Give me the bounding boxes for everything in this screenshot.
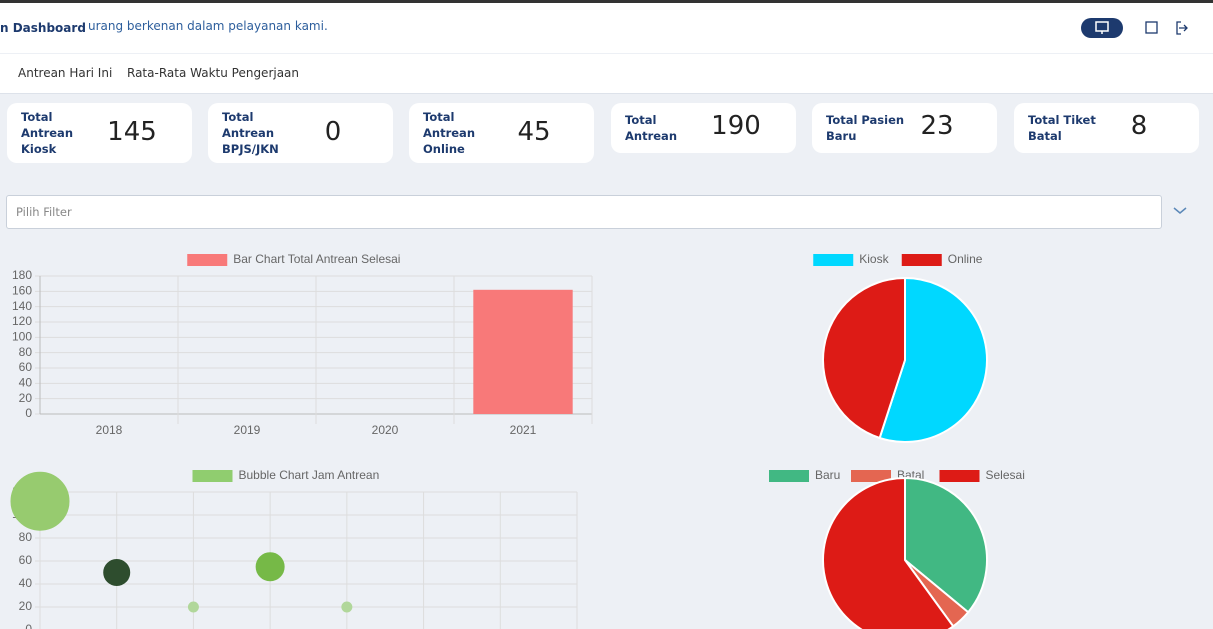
legend-swatch [901, 254, 942, 266]
stat-label: Total Antrean [625, 113, 678, 143]
y-tick-label: 0 [25, 622, 32, 629]
filter-select[interactable]: Pilih Filter [6, 195, 1162, 229]
stat-label: Total Antrean Kiosk [21, 110, 74, 156]
bubble [10, 471, 70, 531]
stat-card: Total Antrean 190 [611, 103, 796, 153]
stat-value: 45 [517, 117, 551, 147]
legend-label: Online [948, 252, 983, 266]
y-tick-label: 140 [12, 299, 32, 313]
filter-placeholder: Pilih Filter [16, 205, 72, 219]
stat-label: Total Antrean BPJS/JKN [222, 110, 279, 156]
legend-label: Selesai [986, 468, 1025, 482]
app-title: n Dashboard [0, 21, 86, 35]
stat-card: Total Antrean Online 45 [409, 103, 594, 163]
pie-slice [904, 476, 988, 614]
legend-swatch [851, 470, 891, 482]
stat-label: Total Antrean Online [423, 110, 476, 156]
x-tick-label: 2019 [234, 423, 261, 437]
y-tick-label: 100 [12, 330, 32, 344]
x-tick-label: 2018 [96, 423, 123, 437]
pie-slice [822, 276, 906, 440]
legend-swatch [187, 254, 228, 266]
dropdown-arrow[interactable] [1172, 205, 1188, 217]
legend-label: Kiosk [859, 252, 889, 266]
tab[interactable]: Antrean Hari Ini [18, 66, 113, 80]
y-tick-label: 60 [19, 360, 33, 374]
bar [473, 289, 573, 414]
pie-slice [822, 476, 955, 629]
y-tick-label: 40 [19, 376, 33, 390]
stat-label: Total Tiket Batal [1028, 113, 1096, 143]
legend-swatch [813, 254, 854, 266]
tab-bar: Antrean Hari Ini Rata-Rata Waktu Pengerj… [0, 54, 1213, 94]
y-tick-label: 40 [19, 576, 33, 590]
top-bar: n Dashboard urang berkenan dalam pelayan… [0, 0, 1213, 53]
stat-card: Total Antrean Kiosk 145 [7, 103, 192, 163]
bubble [255, 552, 285, 582]
legend-swatch [939, 470, 980, 482]
y-tick-label: 160 [12, 284, 32, 298]
y-tick-label: 60 [19, 553, 33, 567]
top-icons[interactable] [1080, 17, 1200, 41]
stat-card: Total Tiket Batal 8 [1014, 103, 1199, 153]
legend-swatch [769, 470, 809, 482]
y-tick-label: 0 [25, 406, 32, 420]
y-tick-label: 80 [19, 345, 33, 359]
stat-card: Total Pasien Baru 23 [812, 103, 997, 153]
x-tick-label: 2021 [510, 423, 537, 437]
y-tick-label: 120 [12, 314, 32, 328]
y-tick-label: 20 [19, 599, 33, 613]
stat-label: Total Pasien Baru [826, 113, 905, 143]
stat-card: Total Antrean BPJS/JKN 0 [208, 103, 393, 163]
marquee: urang berkenan dalam pelayanan kami. [88, 19, 328, 33]
tab[interactable]: Rata-Rata Waktu Pengerjaan [127, 66, 300, 80]
bubble [341, 601, 353, 613]
x-tick-label: 2020 [372, 423, 399, 437]
bubble [187, 601, 199, 613]
bubble [103, 559, 131, 586]
stat-value: 23 [920, 111, 954, 141]
legend-label: Bubble Chart Jam Antrean [239, 468, 380, 482]
stat-value: 8 [1130, 111, 1148, 141]
pie-slice [878, 276, 988, 443]
legend-swatch [192, 470, 233, 482]
y-tick-label: 20 [19, 391, 33, 405]
legend-label: Baru [815, 468, 840, 482]
legend-label: Bar Chart Total Antrean Selesai [233, 252, 400, 266]
y-tick-label: 180 [12, 268, 32, 282]
stat-value: 145 [107, 117, 157, 147]
stat-value: 0 [324, 117, 342, 147]
stat-value: 190 [711, 111, 761, 141]
y-tick-label: 80 [19, 530, 33, 544]
